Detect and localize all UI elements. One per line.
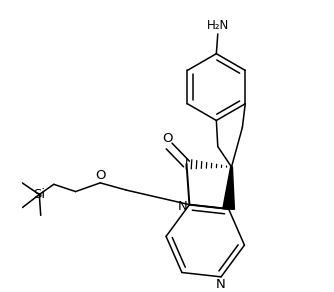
- Text: N: N: [216, 278, 226, 291]
- Text: N: N: [177, 200, 187, 213]
- Text: H₂N: H₂N: [207, 19, 229, 32]
- Polygon shape: [223, 167, 234, 209]
- Text: Si: Si: [33, 188, 45, 201]
- Text: O: O: [162, 132, 173, 145]
- Text: O: O: [96, 169, 106, 182]
